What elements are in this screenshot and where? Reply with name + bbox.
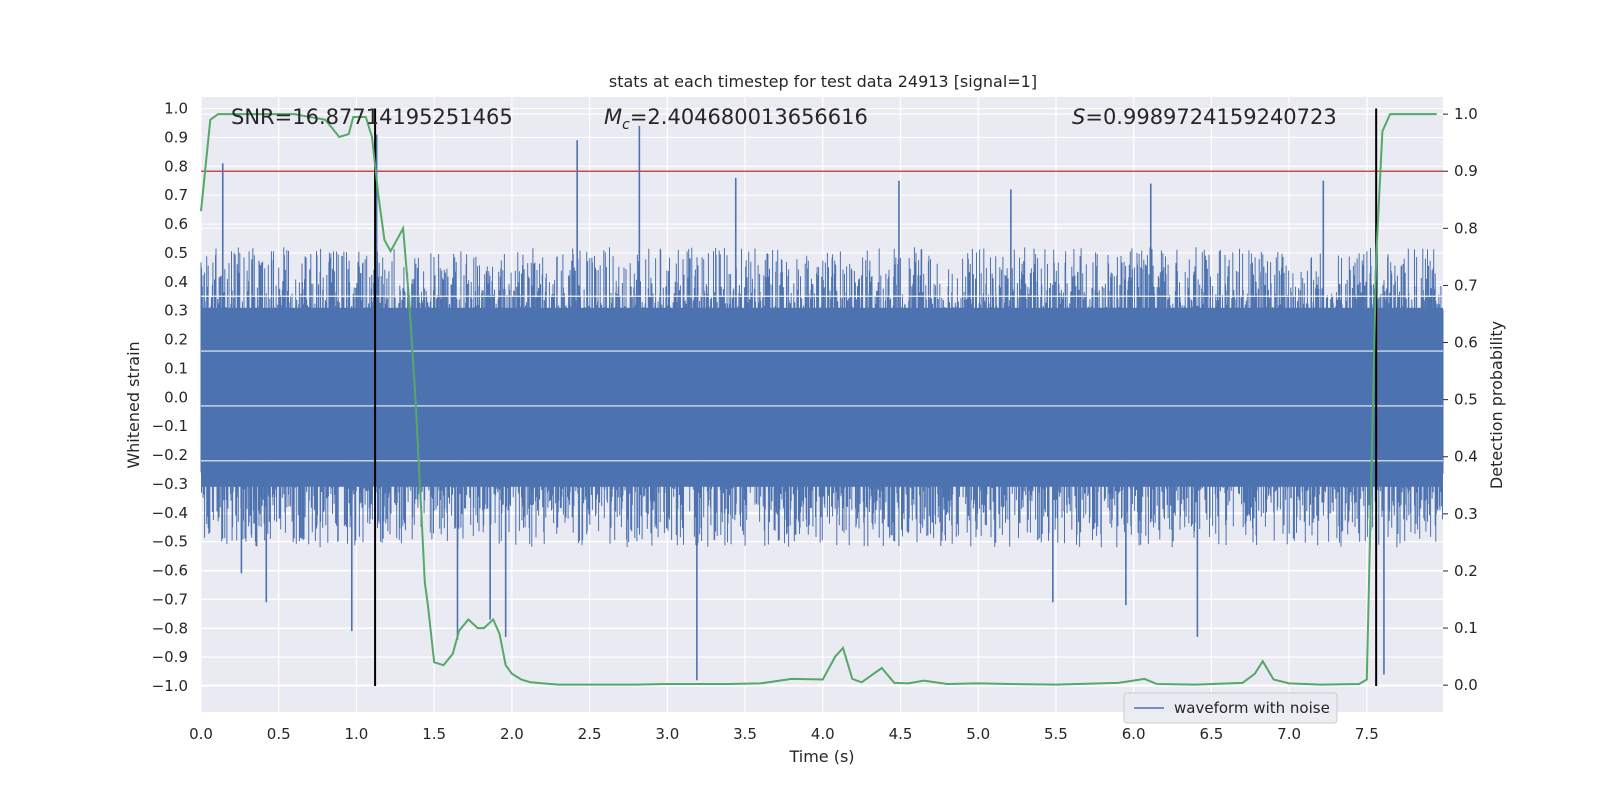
waveform-series bbox=[200, 125, 1444, 681]
x-tick-label: 2.0 bbox=[500, 725, 524, 743]
x-tick-label: 3.0 bbox=[655, 725, 679, 743]
y-tick-label: −0.2 bbox=[152, 446, 188, 464]
y2-axis-label: Detection probability bbox=[1487, 321, 1506, 489]
axes: 0.0 0.5 1.0 1.5 2.0 2.5 3.0 3.5 4.0 4.5 5.0 5.5 6.0 6… bbox=[152, 100, 1478, 743]
x-axis-label: Time (s) bbox=[788, 747, 854, 766]
y-tick-label: −0.7 bbox=[152, 590, 188, 608]
chirp-mass-annotation: Mc=2.404680013656616 bbox=[604, 105, 868, 133]
y-tick-label: −0.6 bbox=[152, 562, 188, 580]
y2-tick-label: 1.0 bbox=[1454, 105, 1478, 123]
y2-tick-label: 0.3 bbox=[1454, 505, 1478, 523]
mc-subscript: c bbox=[622, 117, 630, 133]
y-tick-label: −1.0 bbox=[152, 677, 188, 695]
y2-tick-label: 0.6 bbox=[1454, 334, 1478, 352]
y-tick-label: 0.3 bbox=[164, 302, 188, 320]
y2-tick-label: 0.5 bbox=[1454, 391, 1478, 409]
y-tick-label: −0.5 bbox=[152, 533, 188, 551]
y2-tick-label: 0.7 bbox=[1454, 276, 1478, 294]
x-tick-label: 4.5 bbox=[889, 725, 913, 743]
x-tick-label: 0.5 bbox=[267, 725, 291, 743]
s-value: =0.9989724159240723 bbox=[1085, 105, 1336, 129]
y-tick-label: 0.7 bbox=[164, 186, 188, 204]
overlay-lines bbox=[200, 108, 1443, 687]
y-tick-label: 1.0 bbox=[164, 100, 188, 118]
y-tick-label: −0.9 bbox=[152, 648, 188, 666]
x-tick-label: 1.5 bbox=[422, 725, 446, 743]
x-tick-label: 6.5 bbox=[1199, 725, 1223, 743]
y2-tick-label: 0.2 bbox=[1454, 562, 1478, 580]
score-annotation: S=0.9989724159240723 bbox=[1072, 105, 1337, 129]
y2-tick-label: 0.8 bbox=[1454, 219, 1478, 237]
x-tick-label: 4.0 bbox=[811, 725, 835, 743]
y2-tick-label: 0.0 bbox=[1454, 676, 1478, 694]
mc-symbol: M bbox=[604, 105, 622, 129]
legend-box bbox=[1123, 692, 1338, 724]
x-tick-label: 7.5 bbox=[1355, 725, 1379, 743]
y-tick-label: 0.1 bbox=[164, 359, 188, 377]
x-tick-label: 1.0 bbox=[345, 725, 369, 743]
detection-probability-line bbox=[200, 113, 1437, 686]
y-tick-label: −0.3 bbox=[152, 475, 188, 493]
y-tick-label: 0.0 bbox=[164, 388, 188, 406]
y2-tick-label: 0.1 bbox=[1454, 619, 1478, 637]
y-tick-label: 0.9 bbox=[164, 128, 188, 146]
x-tick-label: 2.5 bbox=[578, 725, 602, 743]
x-tick-label: 6.0 bbox=[1122, 725, 1146, 743]
y-tick-label: 0.5 bbox=[164, 244, 188, 262]
chart-title: stats at each timestep for test data 249… bbox=[609, 72, 1037, 91]
snr-annotation: SNR=16.87714195251465 bbox=[231, 105, 513, 129]
y-tick-label: 0.6 bbox=[164, 215, 188, 233]
y-tick-label: 0.2 bbox=[164, 331, 188, 349]
mc-value: =2.404680013656616 bbox=[630, 105, 868, 129]
y2-tick-label: 0.4 bbox=[1454, 448, 1478, 466]
s-symbol: S bbox=[1072, 105, 1085, 129]
legend: waveform with noise bbox=[1123, 692, 1338, 724]
y-axis-label: Whitened strain bbox=[124, 341, 143, 468]
x-tick-label: 5.5 bbox=[1044, 725, 1068, 743]
y2-tick-label: 0.9 bbox=[1454, 162, 1478, 180]
x-tick-label: 0.0 bbox=[189, 725, 213, 743]
x-tick-label: 7.0 bbox=[1277, 725, 1301, 743]
y-tick-label: −0.8 bbox=[152, 619, 188, 637]
y-tick-label: −0.1 bbox=[152, 417, 188, 435]
y-tick-label: 0.8 bbox=[164, 157, 188, 175]
x-tick-label: 5.0 bbox=[966, 725, 990, 743]
x-tick-label: 3.5 bbox=[733, 725, 757, 743]
y-tick-label: −0.4 bbox=[152, 504, 188, 522]
legend-label: waveform with noise bbox=[1174, 699, 1330, 717]
y-tick-label: 0.4 bbox=[164, 273, 188, 291]
